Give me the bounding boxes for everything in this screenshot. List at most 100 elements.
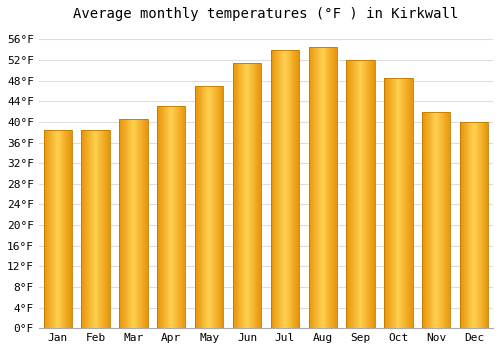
- Bar: [367, 60, 368, 328]
- Bar: [328, 47, 330, 328]
- Bar: [136, 119, 137, 328]
- Bar: [353, 60, 354, 328]
- Bar: [473, 122, 474, 328]
- Bar: [477, 122, 478, 328]
- Bar: [332, 47, 333, 328]
- Bar: [142, 119, 143, 328]
- Bar: [461, 122, 462, 328]
- Bar: [392, 78, 394, 328]
- Bar: [270, 50, 272, 328]
- Bar: [326, 47, 328, 328]
- Bar: [210, 86, 211, 328]
- Bar: [404, 78, 405, 328]
- Bar: [408, 78, 409, 328]
- Bar: [286, 50, 287, 328]
- Bar: [211, 86, 212, 328]
- Bar: [170, 106, 172, 328]
- Bar: [441, 112, 442, 328]
- Bar: [55, 130, 56, 328]
- Bar: [124, 119, 125, 328]
- Bar: [87, 130, 88, 328]
- Bar: [486, 122, 488, 328]
- Bar: [369, 60, 370, 328]
- Bar: [396, 78, 398, 328]
- Bar: [374, 60, 375, 328]
- Bar: [274, 50, 276, 328]
- Bar: [179, 106, 180, 328]
- Bar: [398, 78, 400, 328]
- Bar: [321, 47, 322, 328]
- Bar: [430, 112, 432, 328]
- Bar: [120, 119, 121, 328]
- Bar: [319, 47, 320, 328]
- Bar: [460, 122, 461, 328]
- Bar: [119, 119, 148, 328]
- Bar: [204, 86, 206, 328]
- Bar: [410, 78, 412, 328]
- Bar: [218, 86, 220, 328]
- Bar: [44, 130, 46, 328]
- Bar: [440, 112, 441, 328]
- Bar: [88, 130, 89, 328]
- Bar: [445, 112, 446, 328]
- Bar: [197, 86, 198, 328]
- Bar: [481, 122, 482, 328]
- Bar: [250, 63, 251, 328]
- Bar: [335, 47, 336, 328]
- Bar: [425, 112, 426, 328]
- Bar: [278, 50, 279, 328]
- Bar: [358, 60, 360, 328]
- Bar: [50, 130, 51, 328]
- Bar: [387, 78, 388, 328]
- Bar: [484, 122, 486, 328]
- Bar: [422, 112, 423, 328]
- Bar: [437, 112, 438, 328]
- Bar: [333, 47, 334, 328]
- Bar: [280, 50, 281, 328]
- Bar: [48, 130, 49, 328]
- Bar: [283, 50, 284, 328]
- Bar: [70, 130, 71, 328]
- Bar: [57, 130, 58, 328]
- Bar: [196, 86, 197, 328]
- Bar: [121, 119, 122, 328]
- Bar: [163, 106, 164, 328]
- Bar: [123, 119, 124, 328]
- Bar: [428, 112, 430, 328]
- Bar: [388, 78, 389, 328]
- Bar: [468, 122, 469, 328]
- Bar: [128, 119, 130, 328]
- Bar: [71, 130, 72, 328]
- Bar: [349, 60, 350, 328]
- Bar: [132, 119, 134, 328]
- Bar: [182, 106, 184, 328]
- Bar: [385, 78, 386, 328]
- Bar: [177, 106, 178, 328]
- Bar: [214, 86, 215, 328]
- Bar: [371, 60, 372, 328]
- Bar: [360, 60, 362, 328]
- Bar: [164, 106, 166, 328]
- Bar: [233, 63, 261, 328]
- Bar: [348, 60, 349, 328]
- Bar: [102, 130, 103, 328]
- Bar: [424, 112, 425, 328]
- Bar: [91, 130, 92, 328]
- Bar: [354, 60, 355, 328]
- Bar: [320, 47, 321, 328]
- Bar: [168, 106, 170, 328]
- Bar: [330, 47, 331, 328]
- Bar: [161, 106, 162, 328]
- Bar: [243, 63, 244, 328]
- Bar: [251, 63, 252, 328]
- Bar: [108, 130, 109, 328]
- Bar: [107, 130, 108, 328]
- Bar: [103, 130, 104, 328]
- Bar: [64, 130, 66, 328]
- Bar: [141, 119, 142, 328]
- Bar: [355, 60, 356, 328]
- Bar: [85, 130, 86, 328]
- Bar: [92, 130, 94, 328]
- Bar: [236, 63, 238, 328]
- Bar: [318, 47, 319, 328]
